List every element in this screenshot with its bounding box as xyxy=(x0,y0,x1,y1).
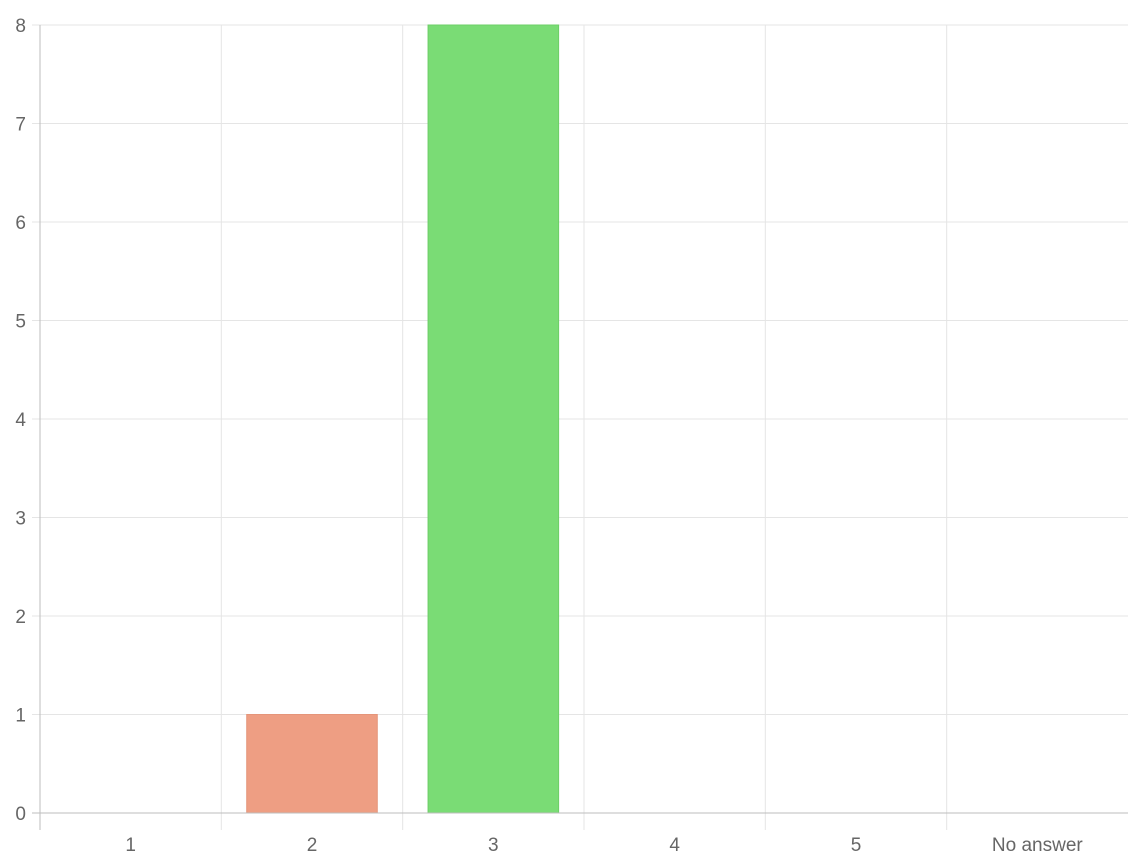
grid-lines xyxy=(32,24,1128,830)
x-tick-label: 2 xyxy=(307,835,318,856)
bars xyxy=(246,24,560,814)
x-tick-label: 5 xyxy=(851,835,862,856)
y-tick-label: 1 xyxy=(15,706,26,727)
x-tick-label: 1 xyxy=(125,835,136,856)
bar-3 xyxy=(427,24,560,814)
y-axis-tick-labels: 0 1 2 3 4 5 6 7 8 xyxy=(15,16,26,825)
y-tick-label: 6 xyxy=(15,213,26,234)
x-tick-label: 4 xyxy=(669,835,680,856)
x-tick-label: No answer xyxy=(992,835,1083,856)
x-axis-tick-labels: 1 2 3 4 5 No answer xyxy=(125,835,1083,856)
y-tick-label: 0 xyxy=(15,804,26,825)
y-tick-label: 8 xyxy=(15,16,26,37)
y-tick-label: 3 xyxy=(15,509,26,530)
y-tick-label: 5 xyxy=(15,312,26,333)
axes xyxy=(32,24,1128,830)
y-tick-label: 2 xyxy=(15,607,26,628)
x-tick-label: 3 xyxy=(488,835,499,856)
bar-2 xyxy=(246,714,378,814)
y-tick-label: 7 xyxy=(15,115,26,136)
y-tick-label: 4 xyxy=(15,410,26,431)
